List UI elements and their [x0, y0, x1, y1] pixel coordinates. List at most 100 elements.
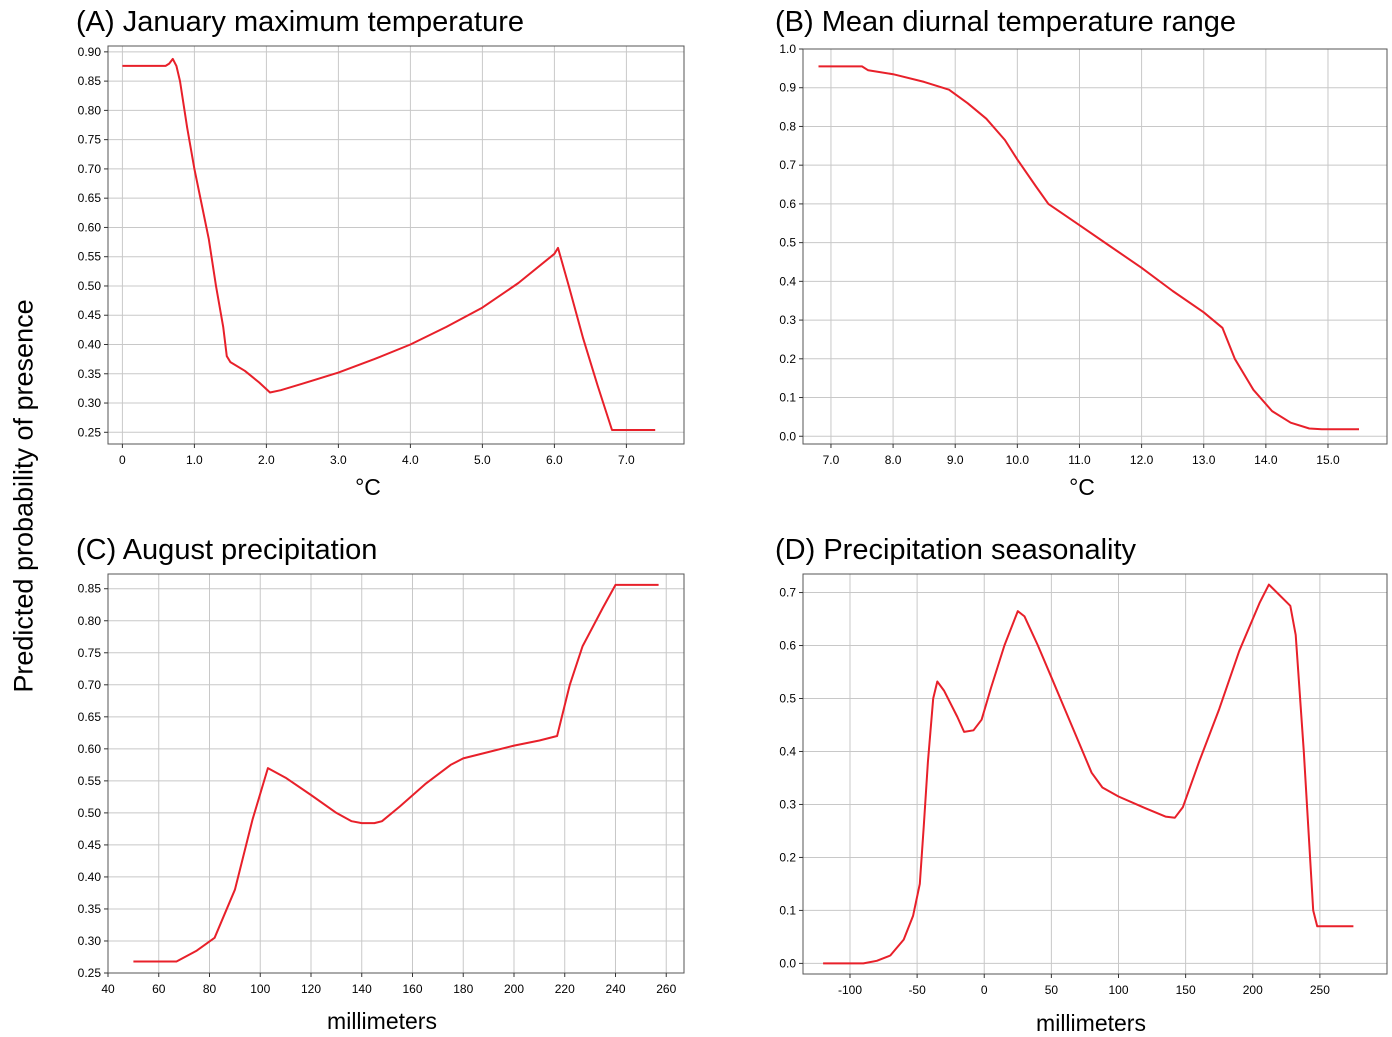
x-tick-label: 2.0 [258, 453, 275, 467]
x-tick-label: 14.0 [1254, 453, 1278, 467]
x-tick-label: 200 [504, 982, 524, 996]
y-tick-label: 0.7 [779, 158, 796, 172]
x-tick-label: 140 [352, 982, 372, 996]
x-axis-label-b: °C [1069, 474, 1095, 500]
x-tick-label: 240 [605, 982, 625, 996]
chart-svg-d: -100 -50 0 50 100 150 200 250 0.0 0.1 0.2 0.3 0.4 0.5… [779, 573, 1388, 997]
y-tick-label: 0.70 [78, 162, 102, 176]
y-tick-label: 0.30 [78, 396, 102, 410]
y-tick-label: 0.70 [78, 678, 102, 692]
y-tick-label: 0.80 [78, 103, 102, 117]
y-tick-label: 0.1 [779, 391, 796, 405]
chart-panel-c: (C) August precipitation 40 60 80 100 120 140… [0, 518, 700, 1036]
y-tick-label: 0.5 [779, 236, 796, 250]
y-tick-label: 0.60 [78, 742, 102, 756]
y-tick-label: 0.35 [78, 902, 102, 916]
y-tick-label: 0.7 [779, 586, 796, 600]
y-tick-label: 0.35 [78, 367, 102, 381]
x-tick-label: -50 [908, 983, 926, 997]
x-tick-label: 180 [453, 982, 473, 996]
y-tick-label: 0.65 [78, 191, 102, 205]
x-tick-label: 150 [1176, 983, 1196, 997]
y-tick-label: 0.6 [779, 639, 796, 653]
chart-svg-a: 0 1.0 2.0 3.0 4.0 5.0 6.0 7.0 0.25 0.30 0.35 0.40 0.… [78, 45, 685, 467]
y-tick-label: 0.50 [78, 279, 102, 293]
x-tick-label: 7.0 [618, 453, 635, 467]
y-tick-label: 0.3 [779, 313, 796, 327]
y-tick-label: 0.60 [78, 220, 102, 234]
response-curve-line [122, 57, 656, 431]
plot-frame [802, 573, 1388, 975]
y-tick-label: 0.25 [78, 966, 102, 980]
y-tick-label: 0.85 [78, 74, 102, 88]
y-tick-label: 0.4 [779, 744, 796, 758]
x-tick-label: 3.0 [330, 453, 347, 467]
y-tick-label: 0.40 [78, 870, 102, 884]
x-tick-label: 0 [981, 983, 988, 997]
y-tick-label: 0.50 [78, 806, 102, 820]
y-tick-label: 0.85 [78, 582, 102, 596]
y-tick-label: 0.25 [78, 425, 102, 439]
x-tick-label: 40 [101, 982, 115, 996]
x-tick-label: 120 [301, 982, 321, 996]
x-tick-label: 4.0 [402, 453, 419, 467]
chart-panel-d: (D) Precipitation seasonality -100 -50 0 50… [700, 518, 1392, 1036]
x-tick-label: 1.0 [186, 453, 203, 467]
plot-frame [107, 573, 685, 974]
y-tick-label: 0.6 [779, 197, 796, 211]
x-axis-label-a: °C [355, 474, 381, 500]
x-tick-label: 100 [1108, 983, 1128, 997]
response-curve-line [133, 583, 659, 963]
x-tick-label: 13.0 [1192, 453, 1216, 467]
y-tick-label: 0.30 [78, 934, 102, 948]
y-tick-label: 0.1 [779, 903, 796, 917]
chart-title-d: (D) Precipitation seasonality [775, 534, 1137, 566]
chart-title-a: (A) January maximum temperature [76, 6, 525, 38]
y-tick-label: 0.2 [779, 850, 796, 864]
y-tick-label: 0.80 [78, 614, 102, 628]
y-tick-label: 0.9 [779, 81, 796, 95]
y-tick-label: 0.75 [78, 646, 102, 660]
x-tick-label: 220 [555, 982, 575, 996]
y-tick-label: 0.2 [779, 352, 796, 366]
x-tick-label: 11.0 [1068, 453, 1091, 467]
x-tick-label: 260 [656, 982, 676, 996]
y-tick-label: 0.55 [78, 250, 102, 264]
plot-frame [107, 45, 685, 445]
x-tick-label: 8.0 [885, 453, 902, 467]
response-curve-line [818, 65, 1359, 431]
y-tick-label: 0.75 [78, 133, 102, 147]
response-curve-line [823, 583, 1354, 965]
y-tick-label: 0.0 [779, 429, 796, 443]
y-tick-label: 1.0 [779, 42, 796, 56]
y-tick-label: 0.45 [78, 838, 102, 852]
x-tick-label: 9.0 [947, 453, 964, 467]
x-tick-label: 15.0 [1316, 453, 1340, 467]
chart-title-c: (C) August precipitation [76, 534, 378, 566]
x-tick-label: 7.0 [823, 453, 840, 467]
x-tick-label: 6.0 [546, 453, 563, 467]
y-tick-label: 0.0 [779, 956, 796, 970]
x-tick-label: 10.0 [1006, 453, 1030, 467]
x-tick-label: 0 [119, 453, 126, 467]
chart-title-b: (B) Mean diurnal temperature range [775, 6, 1237, 38]
x-tick-label: 160 [402, 982, 422, 996]
y-tick-label: 0.90 [78, 45, 102, 59]
x-tick-label: 80 [203, 982, 217, 996]
x-tick-label: 5.0 [474, 453, 491, 467]
y-tick-label: 0.8 [779, 119, 796, 133]
x-axis-label-c: millimeters [327, 1008, 437, 1034]
x-tick-label: 200 [1243, 983, 1263, 997]
chart-panel-a: (A) January maximum temperature 0 1.0 2.0 3… [0, 0, 700, 518]
x-tick-label: 100 [250, 982, 270, 996]
y-tick-label: 0.40 [78, 338, 102, 352]
y-tick-label: 0.65 [78, 710, 102, 724]
y-tick-label: 0.3 [779, 797, 796, 811]
y-tick-label: 0.55 [78, 774, 102, 788]
y-tick-label: 0.5 [779, 692, 796, 706]
x-tick-label: 50 [1045, 983, 1059, 997]
x-axis-label-d: millimeters [1036, 1010, 1146, 1036]
y-tick-label: 0.45 [78, 308, 102, 322]
chart-svg-c: 40 60 80 100 120 140 160 180 200 220 240 260 0.25 0.3… [78, 573, 685, 996]
chart-panel-b: (B) Mean diurnal temperature range 7.0 8.… [700, 0, 1392, 518]
